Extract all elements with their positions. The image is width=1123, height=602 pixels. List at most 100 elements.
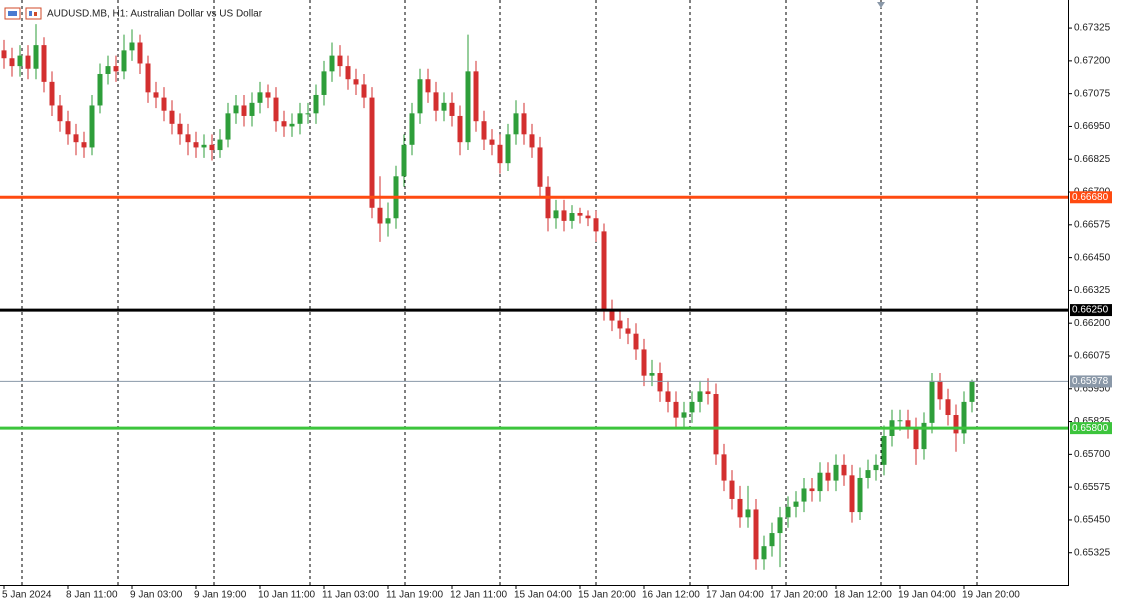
candle-body: [897, 420, 903, 422]
candle-body: [833, 464, 839, 481]
candle-body: [193, 142, 199, 148]
candle-body: [849, 475, 855, 513]
candle-body: [913, 428, 919, 450]
candle-body: [761, 546, 767, 560]
candle-body: [921, 422, 927, 450]
candle-body: [9, 58, 15, 67]
candle-body: [297, 113, 303, 124]
candle-body: [321, 71, 327, 95]
day-separators: [21, 0, 978, 585]
level-label: 0.65978: [1072, 376, 1109, 387]
candle-body: [161, 97, 167, 111]
candle-body: [649, 373, 655, 376]
candle-body: [457, 115, 463, 143]
candle-body: [673, 401, 679, 418]
candle-body: [73, 134, 79, 143]
y-tick-label: 0.67325: [1074, 23, 1111, 34]
candle-body: [201, 144, 207, 148]
candle-body: [825, 472, 831, 481]
candle-body: [41, 45, 47, 82]
candle-body: [681, 412, 687, 418]
candle-body: [601, 231, 607, 311]
candle-body: [937, 380, 943, 400]
candle-body: [49, 81, 55, 106]
candle-body: [513, 113, 519, 135]
candle-body: [529, 134, 535, 148]
candle-body: [105, 66, 111, 74]
y-tick-label: 0.65450: [1074, 515, 1111, 526]
candle-body: [425, 79, 431, 93]
candle-body: [129, 42, 135, 51]
candle-body: [505, 134, 511, 164]
candle-body: [793, 501, 799, 507]
candle-body: [281, 121, 287, 127]
x-tick-label: 18 Jan 12:00: [834, 590, 892, 601]
level-label-bg: [1070, 422, 1112, 435]
candle-body: [929, 380, 935, 423]
candle-body: [537, 147, 543, 187]
candle-body: [441, 102, 447, 111]
candle-body: [33, 45, 39, 69]
level-label: 0.66250: [1072, 305, 1109, 316]
candle-body: [225, 113, 231, 140]
candle-body: [657, 373, 663, 392]
candle-body: [169, 110, 175, 124]
y-tick-label: 0.66825: [1074, 154, 1111, 165]
candle-body: [401, 144, 407, 177]
candle-body: [857, 477, 863, 513]
y-tick-label: 0.66325: [1074, 285, 1111, 296]
candle-body: [217, 139, 223, 151]
candle-body: [881, 435, 887, 465]
candle-body: [377, 207, 383, 224]
y-tick-label: 0.65825: [1074, 416, 1111, 427]
candle-body: [553, 210, 559, 219]
candle-body: [329, 55, 335, 72]
candle-body: [145, 63, 151, 93]
icon: [8, 11, 17, 16]
title-bar: AUDUSD.MB, H1: Australian Dollar vs US D…: [4, 7, 263, 20]
candle-body: [345, 66, 351, 80]
candle-body: [273, 97, 279, 122]
candle-body: [249, 102, 255, 116]
candle-body: [353, 79, 359, 85]
y-tick-label: 0.66950: [1074, 121, 1111, 132]
candle-body: [121, 50, 127, 72]
level-label-bg: [1070, 304, 1112, 317]
candle-body: [945, 399, 951, 416]
candle-body: [609, 310, 615, 321]
candle-body: [777, 517, 783, 534]
y-tick-label: 0.65700: [1074, 449, 1111, 460]
candle-body: [569, 213, 575, 221]
candle-body: [1, 50, 7, 59]
x-tick-label: 19 Jan 20:00: [962, 590, 1020, 601]
x-tick-label: 12 Jan 11:00: [450, 590, 508, 601]
candle-body: [705, 391, 711, 395]
candle-body: [257, 92, 263, 103]
icon: [34, 12, 37, 16]
candle-body: [697, 391, 703, 402]
x-tick-label: 19 Jan 04:00: [898, 590, 956, 601]
x-tick-label: 16 Jan 12:00: [642, 590, 700, 601]
y-tick-label: 0.67075: [1074, 88, 1111, 99]
candle-body: [473, 71, 479, 122]
candle-body: [305, 113, 311, 115]
candle-body: [449, 102, 455, 116]
candle-body: [785, 506, 791, 518]
candle-body: [89, 105, 95, 148]
candle-body: [545, 186, 551, 219]
candle-body: [577, 213, 583, 216]
candle-body: [617, 320, 623, 329]
candle-body: [25, 55, 31, 69]
candle-body: [873, 464, 879, 471]
x-tick-label: 11 Jan 03:00: [322, 590, 380, 601]
candle-body: [185, 134, 191, 143]
y-tick-label: 0.66575: [1074, 219, 1111, 230]
icon: [25, 7, 42, 20]
x-tick-label: 11 Jan 19:00: [386, 590, 444, 601]
candle-body: [961, 401, 967, 434]
candle-body: [521, 113, 527, 135]
candle-body: [385, 218, 391, 224]
candle-body: [737, 498, 743, 518]
